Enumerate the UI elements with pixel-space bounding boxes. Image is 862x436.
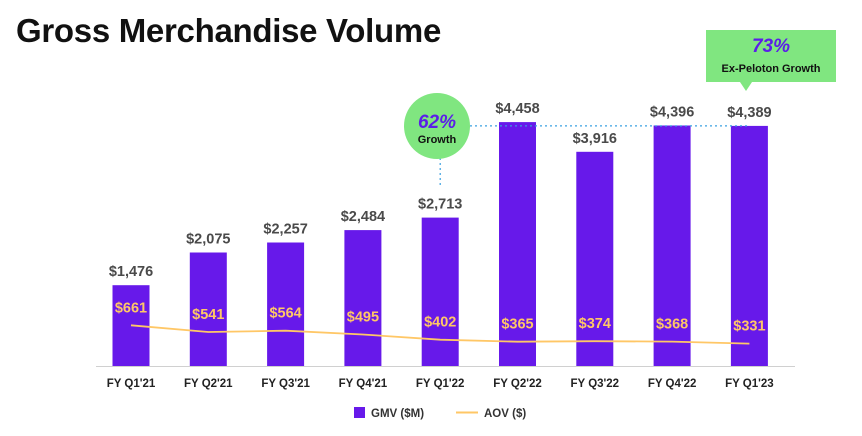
gmv-value-label-5: $2,713 [418,197,462,213]
legend-gmv-label: GMV ($M) [371,408,424,420]
x-tick-label-7: FY Q3'22 [571,378,620,390]
gmv-bar-8 [653,125,691,366]
gmv-bar-6 [499,122,536,366]
aov-value-label-2: $541 [192,307,224,323]
gmv-value-label-7: $3,916 [573,131,617,147]
x-tick-label-1: FY Q1'21 [107,378,156,390]
x-tick-label-4: FY Q4'21 [339,378,388,390]
aov-line [130,324,750,345]
growth-percent: 62% [418,112,456,133]
aov-value-label-6: $365 [501,317,533,333]
gmv-value-label-1: $1,476 [109,264,153,280]
gmv-bar-4 [344,230,382,366]
x-tick-label-6: FY Q2'22 [493,378,542,390]
gmv-value-label-6: $4,458 [495,101,539,117]
gmv-bar-9 [730,125,768,367]
chart-title: Gross Merchandise Volume [16,12,441,49]
gmv-value-label-2: $2,075 [186,232,230,248]
aov-value-label-3: $564 [269,306,301,322]
x-tick-label-5: FY Q1'22 [416,378,465,390]
legend-aov-label: AOV ($) [484,408,526,420]
x-tick-label-3: FY Q3'21 [261,378,310,390]
aov-value-label-5: $402 [424,315,456,331]
aov-value-label-9: $331 [733,319,765,335]
gmv-value-label-4: $2,484 [341,209,385,225]
aov-value-label-7: $374 [579,316,611,332]
aov-value-label-8: $368 [656,317,688,333]
legend-gmv-swatch [354,407,365,418]
gmv-value-label-8: $4,396 [650,105,694,121]
ex-peloton-percent: 73% [752,36,790,57]
aov-value-label-4: $495 [347,310,379,326]
x-tick-label-8: FY Q4'22 [648,378,697,390]
aov-value-label-1: $661 [115,300,147,316]
gmv-bar-7 [576,151,614,366]
x-tick-label-9: FY Q1'23 [725,378,774,390]
ex-peloton-callout [706,30,836,91]
gmv-bar-3 [267,242,305,366]
growth-label: Growth [418,134,457,146]
gmv-bar-2 [189,252,227,366]
growth-circle [404,93,470,159]
gmv-value-label-3: $2,257 [263,222,307,238]
gmv-bar-5 [421,217,459,366]
x-tick-label-2: FY Q2'21 [184,378,233,390]
ex-peloton-label: Ex-Peloton Growth [722,63,821,75]
gmv-value-label-9: $4,389 [727,105,771,121]
